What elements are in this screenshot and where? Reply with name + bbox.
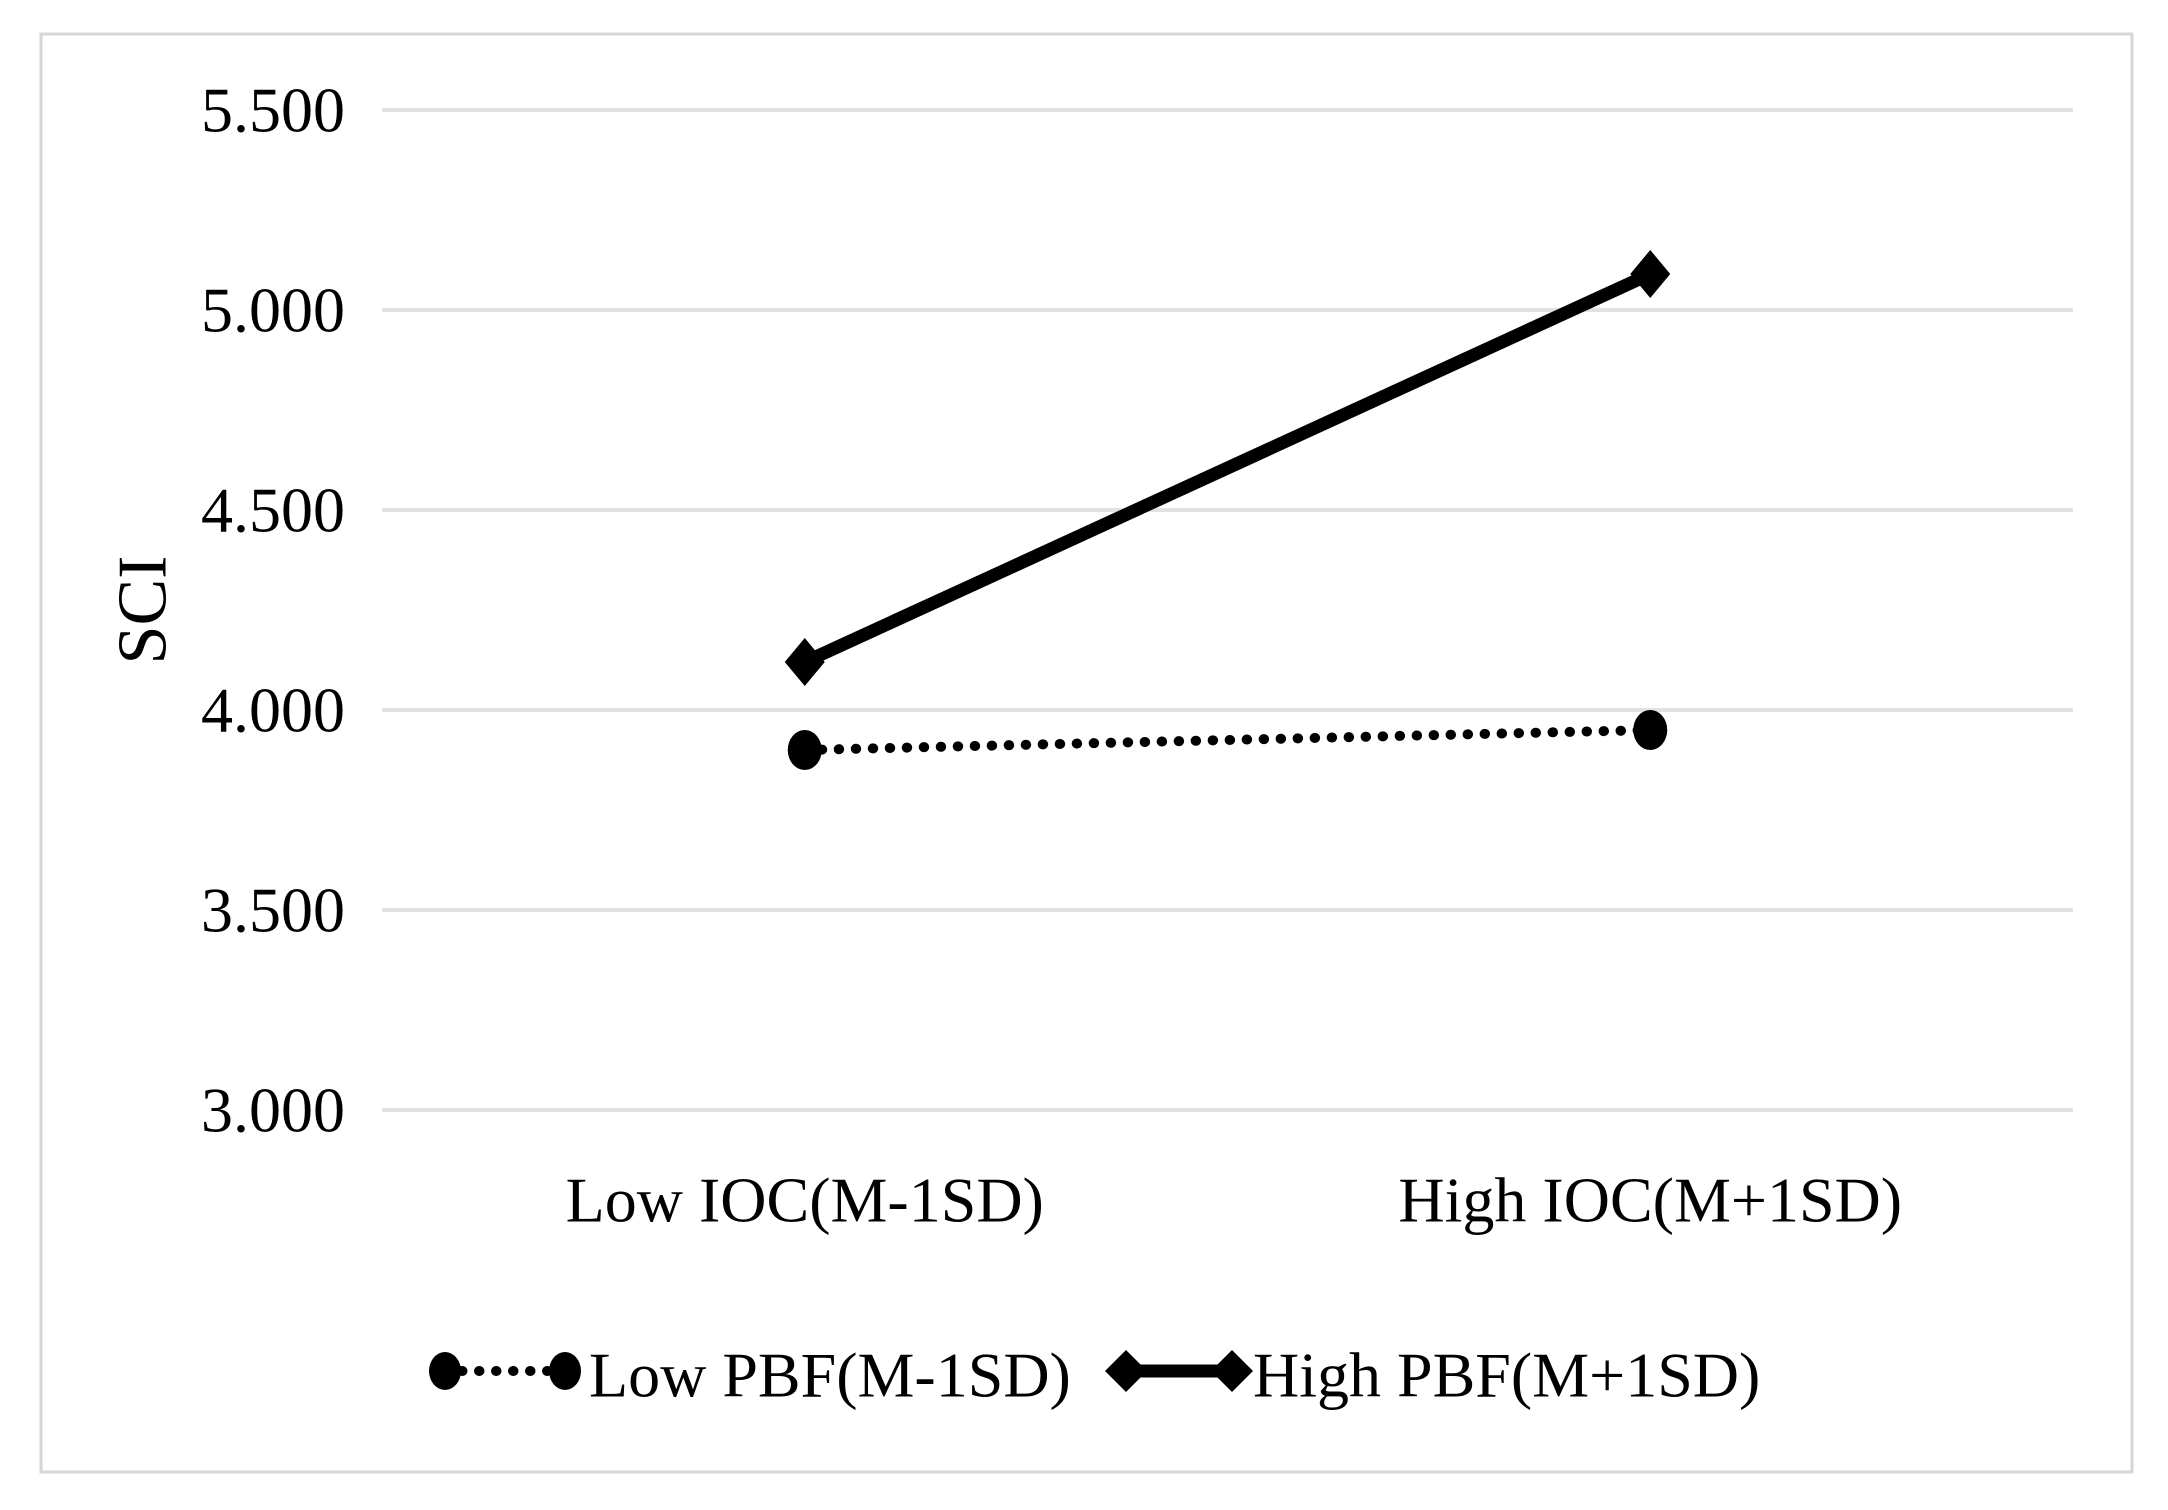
y-axis-title: SCI: [105, 556, 182, 665]
legend: Low PBF(M-1SD) High PBF(M+1SD): [429, 1340, 1760, 1411]
data-point-low-pbf-m-1sd-high-ioc-m-1sd: [1633, 710, 1668, 750]
series-line-low-pbf-m-1sd: [799, 725, 1656, 755]
legend-item-low-pbf-m-1sd: Low PBF(M-1SD): [429, 1340, 1071, 1411]
y-tick-label-3-500: 3.500: [201, 875, 345, 946]
data-point-low-pbf-m-1sd-low-ioc-m-1sd: [787, 730, 822, 770]
legend-item-high-pbf-m-1sd: High PBF(M+1SD): [1105, 1340, 1760, 1411]
y-tick-label-5-500: 5.500: [201, 75, 345, 146]
legend-marker-circle-end-low-pbf-m-1sd: [549, 1352, 581, 1390]
legend-marker-diamond-start-high-pbf-m-1sd: [1105, 1350, 1147, 1392]
y-tick-label-4-500: 4.500: [201, 475, 345, 546]
legend-marker-diamond-end-high-pbf-m-1sd: [1211, 1350, 1253, 1392]
chart-frame: [39, 32, 2134, 1474]
y-tick-label-3-000: 3.000: [201, 1075, 345, 1146]
legend-label-high-pbf-m-1sd: High PBF(M+1SD): [1253, 1340, 1760, 1411]
x-category-label-low-ioc-m-1sd: Low IOC(M-1SD): [566, 1165, 1044, 1236]
legend-label-low-pbf-m-1sd: Low PBF(M-1SD): [589, 1340, 1071, 1411]
series-line-high-pbf-m-1sd: [802, 268, 1653, 668]
x-category-label-high-ioc-m-1sd: High IOC(M+1SD): [1398, 1165, 1902, 1236]
y-tick-label-4-000: 4.000: [201, 675, 345, 746]
y-tick-label-5-000: 5.000: [201, 275, 345, 346]
data-point-high-pbf-m-1sd-low-ioc-m-1sd: [784, 638, 825, 686]
legend-marker-circle-start-low-pbf-m-1sd: [429, 1352, 461, 1390]
data-point-high-pbf-m-1sd-high-ioc-m-1sd: [1630, 250, 1671, 298]
